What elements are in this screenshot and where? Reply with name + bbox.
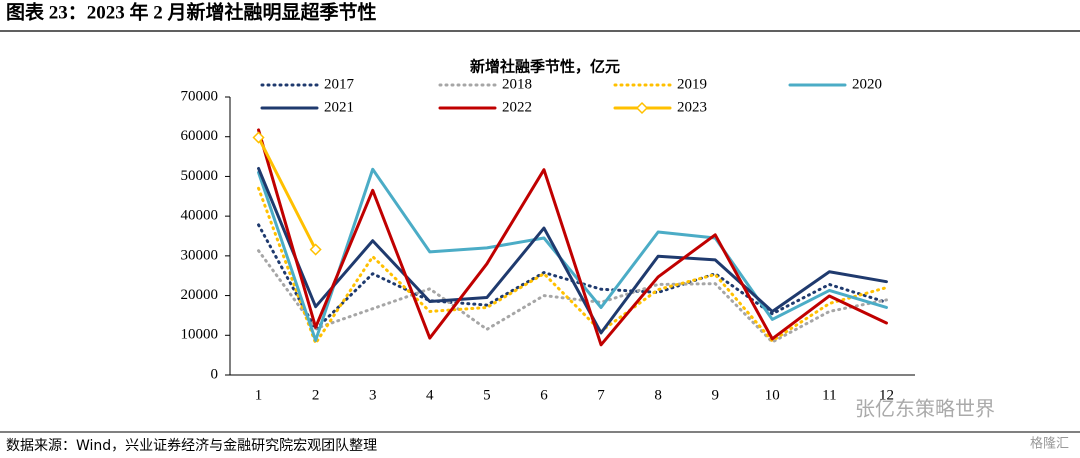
y-tick-label: 30000 bbox=[181, 247, 219, 263]
logo: 格隆汇 bbox=[1030, 436, 1069, 452]
legend-label: 2018 bbox=[502, 76, 532, 92]
legend-label: 2017 bbox=[324, 76, 355, 92]
x-tick-label: 8 bbox=[654, 387, 662, 403]
x-tick-label: 12 bbox=[879, 387, 894, 403]
x-tick-label: 2 bbox=[312, 387, 320, 403]
x-tick-label: 6 bbox=[540, 387, 548, 403]
y-tick-label: 50000 bbox=[181, 168, 219, 184]
legend-label: 2022 bbox=[502, 99, 532, 115]
x-tick-label: 4 bbox=[426, 387, 434, 403]
y-tick-label: 40000 bbox=[181, 208, 219, 224]
x-tick-label: 10 bbox=[765, 387, 780, 403]
legend-label: 2020 bbox=[852, 76, 882, 92]
legend-marker bbox=[635, 101, 649, 115]
source: 数据来源：Wind，兴业证券经济与金融研究院宏观团队整理 bbox=[6, 438, 377, 454]
page-title: 图表 23：2023 年 2 月新增社融明显超季节性 bbox=[6, 0, 377, 23]
point-marker bbox=[309, 243, 322, 256]
x-tick-label: 9 bbox=[711, 387, 719, 403]
y-tick-label: 10000 bbox=[181, 327, 219, 343]
series-line bbox=[257, 128, 888, 347]
series-line bbox=[257, 166, 888, 335]
y-tick-label: 60000 bbox=[181, 128, 219, 144]
legend-label: 2023 bbox=[677, 99, 707, 115]
x-tick-label: 11 bbox=[822, 387, 836, 403]
series-line bbox=[257, 167, 888, 342]
watermark: 张亿东策略世界 bbox=[855, 397, 995, 421]
legend-label: 2021 bbox=[324, 99, 354, 115]
x-tick-label: 5 bbox=[483, 387, 491, 403]
point-marker bbox=[252, 131, 265, 144]
y-tick-label: 20000 bbox=[181, 287, 219, 303]
x-tick-label: 7 bbox=[597, 387, 605, 403]
x-tick-label: 1 bbox=[255, 387, 263, 403]
y-tick-label: 70000 bbox=[181, 88, 219, 104]
y-tick-label: 0 bbox=[211, 366, 219, 382]
series-line bbox=[257, 136, 318, 252]
series-line bbox=[257, 186, 888, 345]
legend-label: 2019 bbox=[677, 76, 707, 92]
x-tick-label: 3 bbox=[369, 387, 377, 403]
chart-title: 新增社融季节性，亿元 bbox=[470, 58, 620, 76]
